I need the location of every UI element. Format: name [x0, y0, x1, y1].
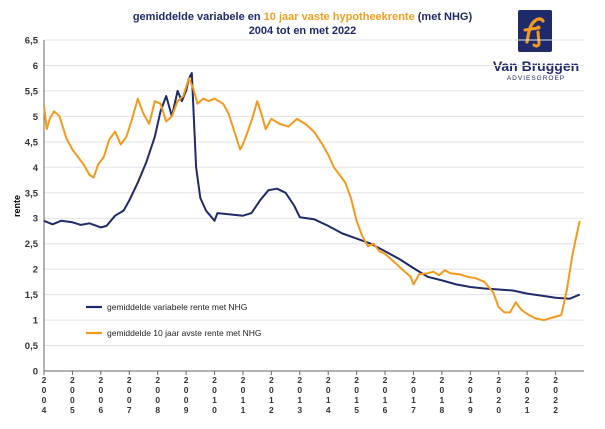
logo-name: Van Bruggen: [492, 58, 580, 74]
axes: [43, 40, 584, 375]
y-tick-label: 2: [33, 265, 38, 276]
y-tick-label: 6,5: [25, 36, 39, 47]
gridlines: [44, 39, 584, 372]
legend: gemiddelde variabele rente met NHG gemid…: [86, 302, 262, 338]
chart-title-line-1: gemiddelde variabele en 10 jaar vaste hy…: [0, 10, 605, 24]
chart-title: gemiddelde variabele en 10 jaar vaste hy…: [0, 10, 605, 38]
logo-mark-icon: [518, 10, 552, 52]
y-tick-label: 2,5: [25, 239, 39, 250]
y-tick-label: 6: [33, 61, 38, 72]
y-tick-labels: 0 0,5 1 1,5 2 2,5 3 3,5 4 4,5 5 5,5 6 6,5: [25, 36, 39, 378]
chart-subtitle: 2004 tot en met 2022: [248, 25, 357, 37]
legend-label-variable: gemiddelde variabele rente met NHG: [107, 302, 247, 312]
logo-subtitle: ADVIESGROEP: [506, 75, 566, 82]
series-line-variable: [43, 72, 581, 300]
y-tick-label: 5: [33, 112, 39, 123]
x-tick-labels: 2 0 0 4 2 0 0 5 2 0 0 6 2 0 0 7 2 0 0 8 2 0 0 9 2 0 1 0 2 0 1 1 2 0 1 2 2 0 1 3…: [42, 375, 559, 415]
legend-label-fixed: gemiddelde 10 jaar avste rente met NHG: [107, 328, 262, 338]
y-tick-label: 1,5: [25, 290, 39, 301]
series-line-fixed: [43, 77, 581, 322]
y-tick-label: 4: [33, 163, 39, 174]
van-bruggen-logo: Van Bruggen ADVIESGROEP: [484, 6, 588, 90]
title-part-1: gemiddelde variabele en: [132, 11, 264, 23]
y-tick-label: 5,5: [25, 86, 39, 97]
y-tick-label: 3,5: [25, 188, 39, 199]
y-tick-label: 3: [33, 214, 38, 225]
y-tick-label: 0,5: [25, 341, 39, 352]
series-lines: [43, 72, 581, 322]
title-part-3: (met NHG): [414, 11, 473, 23]
y-tick-label: 1: [33, 316, 39, 327]
y-tick-label: 4,5: [25, 137, 39, 148]
y-tick-label: 0: [33, 367, 38, 378]
y-axis-label: rente: [12, 195, 22, 217]
title-part-2: 10 jaar vaste hypotheekrente: [263, 11, 415, 23]
